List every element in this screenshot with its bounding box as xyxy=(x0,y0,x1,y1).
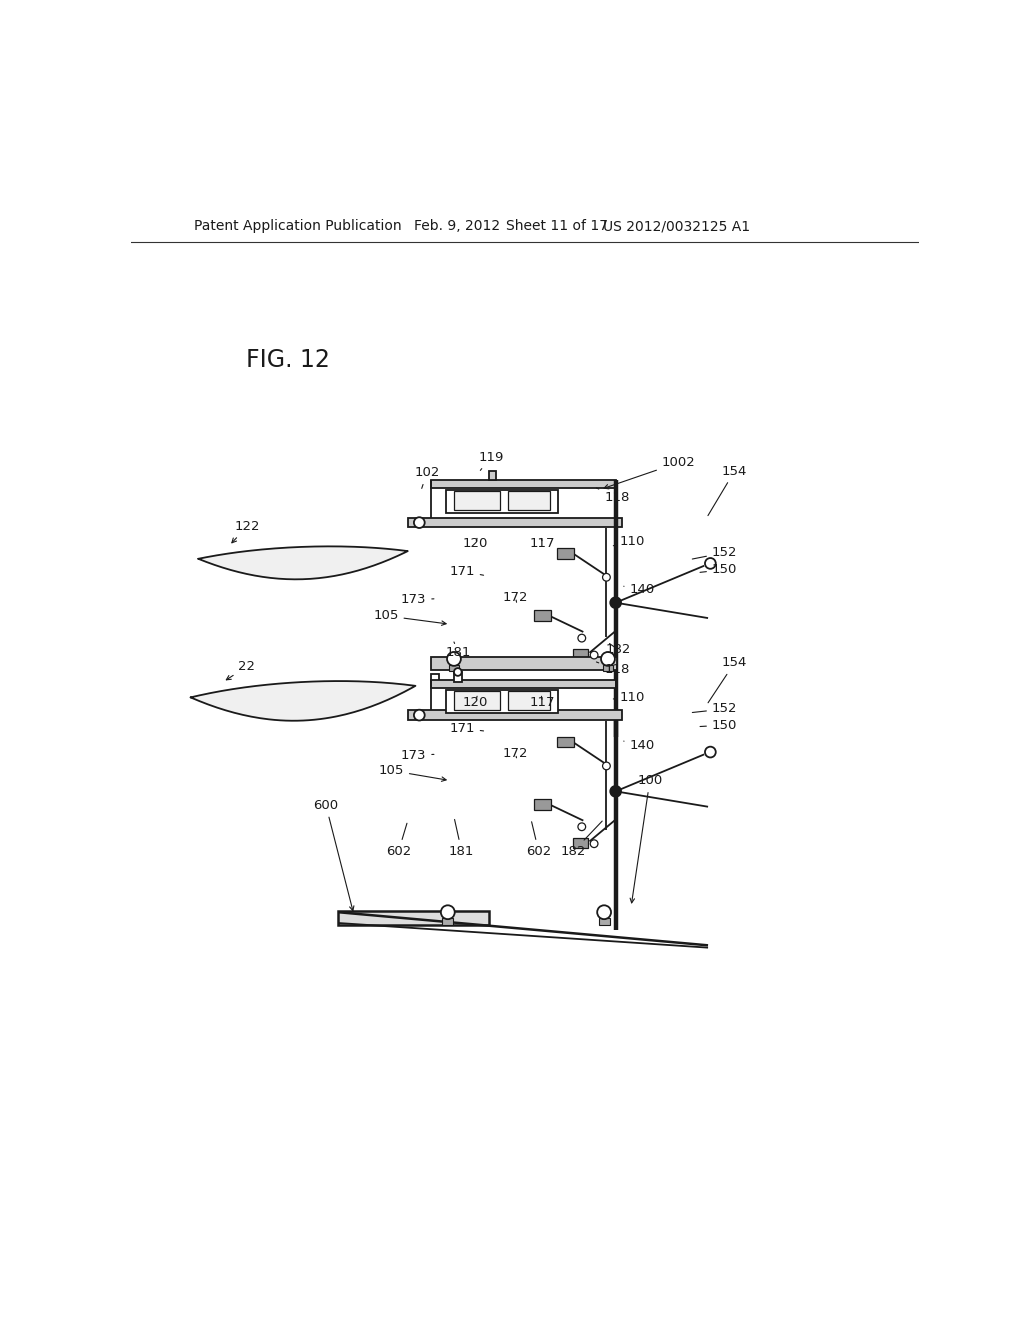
Text: Sheet 11 of 17: Sheet 11 of 17 xyxy=(506,219,607,234)
Bar xyxy=(572,649,588,660)
Bar xyxy=(602,665,613,671)
Bar xyxy=(535,610,551,622)
Text: Patent Application Publication: Patent Application Publication xyxy=(194,219,401,234)
Text: 118: 118 xyxy=(596,488,630,504)
Text: 602: 602 xyxy=(386,824,412,858)
Bar xyxy=(454,672,462,682)
Circle shape xyxy=(414,517,425,528)
Text: FIG. 12: FIG. 12 xyxy=(246,348,330,372)
Text: 154: 154 xyxy=(708,465,748,516)
Bar xyxy=(431,656,617,671)
Text: 100: 100 xyxy=(630,774,663,903)
Circle shape xyxy=(705,558,716,569)
Text: 22: 22 xyxy=(226,660,255,680)
Circle shape xyxy=(590,651,598,659)
Circle shape xyxy=(578,822,586,830)
Text: 105: 105 xyxy=(373,610,446,626)
Text: 171: 171 xyxy=(450,565,483,578)
Text: 1002: 1002 xyxy=(604,455,695,488)
Bar xyxy=(446,490,558,512)
Circle shape xyxy=(602,762,610,770)
Text: 120: 120 xyxy=(463,537,488,550)
Text: 150: 150 xyxy=(700,718,737,731)
Text: 150: 150 xyxy=(700,564,737,576)
Text: 118: 118 xyxy=(596,663,630,676)
Circle shape xyxy=(447,652,461,665)
Text: 102: 102 xyxy=(415,466,439,488)
Circle shape xyxy=(454,668,462,676)
Text: 154: 154 xyxy=(708,656,748,702)
Text: 119: 119 xyxy=(478,450,504,470)
Bar xyxy=(339,911,488,924)
Text: 152: 152 xyxy=(692,546,737,560)
Text: 152: 152 xyxy=(692,702,737,715)
Bar xyxy=(408,710,622,719)
Text: 140: 140 xyxy=(624,583,654,597)
Bar xyxy=(557,548,574,558)
Circle shape xyxy=(705,747,716,758)
Text: 181: 181 xyxy=(445,642,471,659)
Circle shape xyxy=(590,840,598,847)
Bar xyxy=(449,665,460,671)
Bar xyxy=(431,480,615,488)
Text: US 2012/0032125 A1: US 2012/0032125 A1 xyxy=(602,219,750,234)
Text: Feb. 9, 2012: Feb. 9, 2012 xyxy=(414,219,500,234)
Bar xyxy=(557,737,574,747)
Bar xyxy=(488,471,497,480)
Polygon shape xyxy=(190,681,416,721)
Text: 602: 602 xyxy=(526,822,551,858)
Circle shape xyxy=(578,635,586,642)
Circle shape xyxy=(597,906,611,919)
Text: 110: 110 xyxy=(613,690,645,704)
Text: 171: 171 xyxy=(450,722,483,735)
Circle shape xyxy=(414,710,425,721)
Circle shape xyxy=(610,597,621,609)
Circle shape xyxy=(610,785,621,797)
Text: 120: 120 xyxy=(463,696,488,709)
Text: 117: 117 xyxy=(529,696,555,709)
Bar xyxy=(508,491,550,510)
Circle shape xyxy=(602,573,610,581)
Bar xyxy=(442,919,454,924)
Bar xyxy=(599,919,609,924)
Text: 110: 110 xyxy=(613,536,645,548)
Text: 172: 172 xyxy=(503,591,528,603)
Text: 173: 173 xyxy=(400,748,434,762)
Text: 600: 600 xyxy=(313,799,354,911)
Bar xyxy=(408,517,622,527)
Text: 182: 182 xyxy=(560,821,602,858)
Bar xyxy=(431,681,615,688)
Text: 172: 172 xyxy=(503,747,528,760)
Circle shape xyxy=(441,906,455,919)
Text: 105: 105 xyxy=(379,764,446,781)
Text: 182: 182 xyxy=(605,643,631,656)
Text: 122: 122 xyxy=(231,520,260,543)
Bar xyxy=(572,837,588,849)
Bar xyxy=(446,689,558,713)
Bar xyxy=(454,692,500,710)
Bar xyxy=(535,799,551,809)
Text: 140: 140 xyxy=(624,739,654,751)
Text: 173: 173 xyxy=(400,593,434,606)
Text: 181: 181 xyxy=(449,820,474,858)
Bar xyxy=(508,692,550,710)
Bar xyxy=(431,675,438,686)
Bar xyxy=(454,491,500,510)
Circle shape xyxy=(601,652,614,665)
Polygon shape xyxy=(199,546,408,579)
Text: 117: 117 xyxy=(529,537,555,550)
